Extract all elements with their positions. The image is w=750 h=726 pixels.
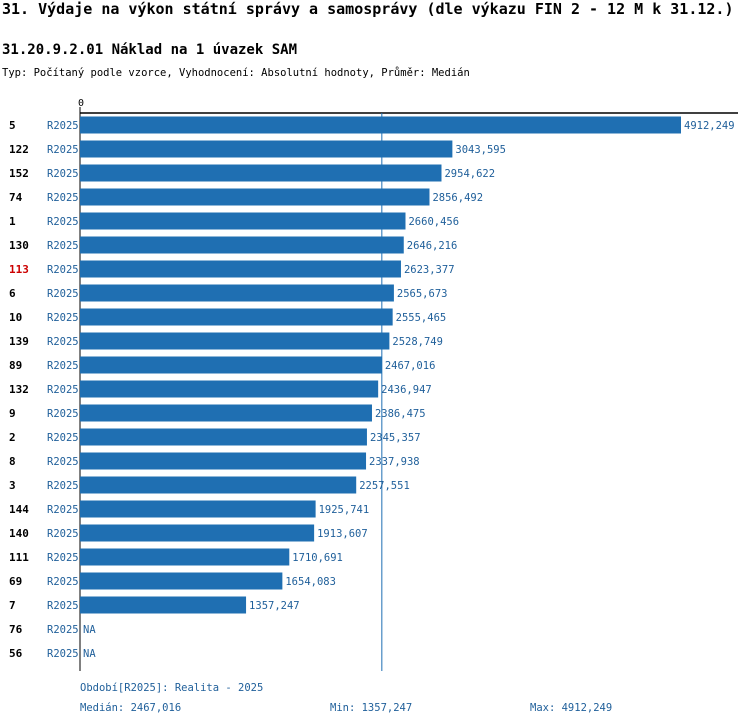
bar bbox=[80, 188, 430, 206]
bar-value-label: 1357,247 bbox=[249, 600, 300, 612]
footer-median: Medián: 2467,016 bbox=[80, 702, 182, 714]
bar-value-label: 2646,216 bbox=[407, 240, 458, 252]
bar-value-label: 2386,475 bbox=[375, 408, 426, 420]
bar-value-label: 2257,551 bbox=[359, 480, 410, 492]
bar bbox=[80, 284, 394, 302]
row-period-label: R2025 bbox=[47, 216, 79, 228]
bar bbox=[80, 212, 406, 230]
row-period-label: R2025 bbox=[47, 552, 79, 564]
row-id-label: 1 bbox=[9, 215, 16, 228]
row-id-label: 76 bbox=[9, 623, 23, 636]
bar-value-label: 3043,595 bbox=[455, 144, 506, 156]
bar-value-label: 2954,622 bbox=[444, 168, 495, 180]
row-period-label: R2025 bbox=[47, 144, 79, 156]
bar bbox=[80, 572, 283, 590]
row-id-label: 3 bbox=[9, 479, 16, 492]
row-period-label: R2025 bbox=[47, 624, 79, 636]
chart-meta: Typ: Počítaný podle vzorce, Vyhodnocení:… bbox=[2, 67, 470, 79]
bar-value-label: 2623,377 bbox=[404, 264, 455, 276]
row-period-label: R2025 bbox=[47, 192, 79, 204]
footer-period: Období[R2025]: Realita - 2025 bbox=[80, 682, 264, 694]
bar-value-label: 2660,456 bbox=[408, 216, 459, 228]
chart-subtitle: 31.20.9.2.01 Náklad na 1 úvazek SAM bbox=[2, 42, 298, 58]
row-period-label: R2025 bbox=[47, 408, 79, 420]
row-period-label: R2025 bbox=[47, 432, 79, 444]
row-id-label: 152 bbox=[9, 167, 29, 180]
bar-value-label: NA bbox=[83, 624, 96, 636]
row-id-label: 122 bbox=[9, 143, 29, 156]
row-id-label: 9 bbox=[9, 407, 16, 420]
bar bbox=[80, 452, 367, 470]
row-period-label: R2025 bbox=[47, 288, 79, 300]
bar bbox=[80, 476, 357, 494]
row-id-label: 2 bbox=[9, 431, 16, 444]
axis-zero-label: 0 bbox=[78, 98, 84, 109]
row-period-label: R2025 bbox=[47, 504, 79, 516]
bar bbox=[80, 428, 367, 446]
bar bbox=[80, 308, 393, 326]
bar-value-label: 1913,607 bbox=[317, 528, 368, 540]
bar-value-label: 2565,673 bbox=[397, 288, 448, 300]
bar-value-label: 1925,741 bbox=[319, 504, 370, 516]
bar bbox=[80, 332, 390, 350]
row-period-label: R2025 bbox=[47, 528, 79, 540]
bar bbox=[80, 380, 379, 398]
bar-value-label: NA bbox=[83, 648, 96, 660]
row-id-label: 130 bbox=[9, 239, 29, 252]
bar-value-label: 1710,691 bbox=[292, 552, 343, 564]
row-period-label: R2025 bbox=[47, 600, 79, 612]
bar bbox=[80, 404, 372, 422]
bar bbox=[80, 524, 315, 542]
bar-value-label: 4912,249 bbox=[684, 120, 735, 132]
row-period-label: R2025 bbox=[47, 336, 79, 348]
bar-value-label: 1654,083 bbox=[285, 576, 336, 588]
row-id-label: 132 bbox=[9, 383, 29, 396]
bar-value-label: 2337,938 bbox=[369, 456, 420, 468]
row-id-label: 113 bbox=[9, 263, 29, 276]
row-period-label: R2025 bbox=[47, 480, 79, 492]
page-title: 31. Výdaje na výkon státní správy a samo… bbox=[2, 0, 734, 18]
row-id-label: 144 bbox=[9, 503, 29, 516]
row-period-label: R2025 bbox=[47, 240, 79, 252]
row-id-label: 10 bbox=[9, 311, 22, 324]
row-period-label: R2025 bbox=[47, 120, 79, 132]
row-id-label: 74 bbox=[9, 191, 23, 204]
row-id-label: 111 bbox=[9, 551, 29, 564]
bar bbox=[80, 596, 247, 614]
row-period-label: R2025 bbox=[47, 312, 79, 324]
footer-max: Max: 4912,249 bbox=[530, 702, 613, 714]
bar-value-label: 2467,016 bbox=[385, 360, 436, 372]
bar bbox=[80, 236, 404, 254]
bar bbox=[80, 140, 453, 158]
footer-min: Min: 1357,247 bbox=[330, 702, 413, 714]
row-id-label: 69 bbox=[9, 575, 22, 588]
bar bbox=[80, 356, 382, 374]
bar-value-label: 2528,749 bbox=[392, 336, 443, 348]
row-id-label: 7 bbox=[9, 599, 16, 612]
row-id-label: 56 bbox=[9, 647, 23, 660]
row-period-label: R2025 bbox=[47, 576, 79, 588]
bar bbox=[80, 164, 442, 182]
bar bbox=[80, 116, 681, 134]
row-id-label: 6 bbox=[9, 287, 16, 300]
row-period-label: R2025 bbox=[47, 384, 79, 396]
row-id-label: 139 bbox=[9, 335, 29, 348]
bar-value-label: 2345,357 bbox=[370, 432, 421, 444]
row-id-label: 8 bbox=[9, 455, 16, 468]
row-id-label: 140 bbox=[9, 527, 29, 540]
bar bbox=[80, 500, 316, 518]
bar bbox=[80, 260, 401, 278]
row-period-label: R2025 bbox=[47, 168, 79, 180]
bar bbox=[80, 548, 290, 566]
row-id-label: 5 bbox=[9, 119, 16, 132]
bar-value-label: 2436,947 bbox=[381, 384, 432, 396]
row-period-label: R2025 bbox=[47, 648, 79, 660]
row-period-label: R2025 bbox=[47, 264, 79, 276]
bar-value-label: 2856,492 bbox=[432, 192, 483, 204]
bar-value-label: 2555,465 bbox=[396, 312, 447, 324]
row-period-label: R2025 bbox=[47, 360, 79, 372]
row-id-label: 89 bbox=[9, 359, 22, 372]
row-period-label: R2025 bbox=[47, 456, 79, 468]
